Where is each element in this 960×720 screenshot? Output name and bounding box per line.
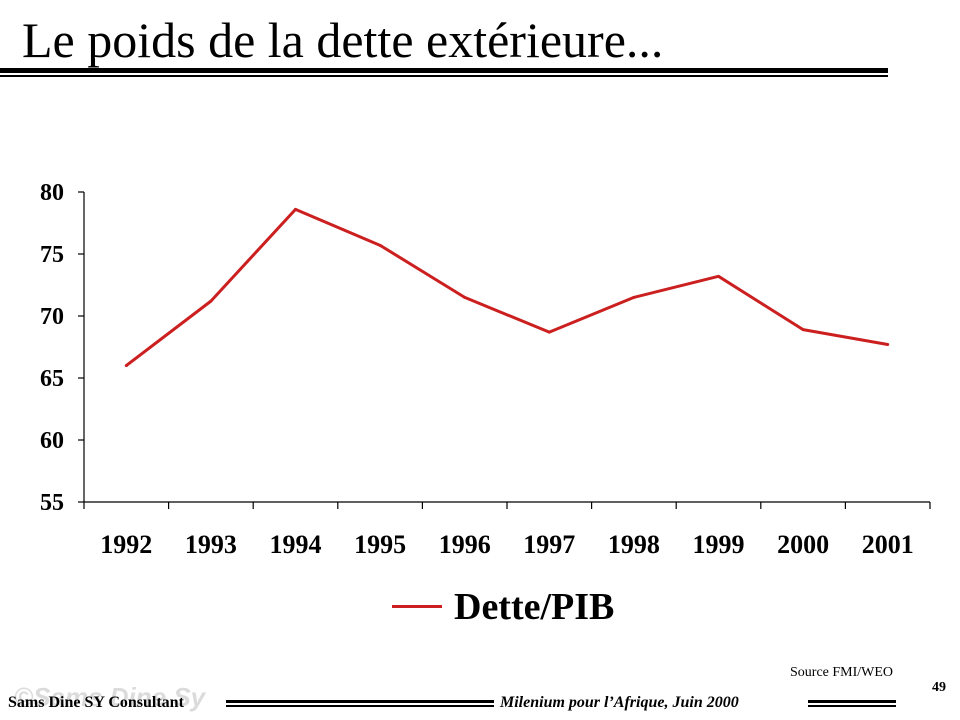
data-point [547,330,551,334]
source-note: Source FMI/WEO [790,665,894,680]
data-point [209,299,213,303]
y-tick-label: 60 [40,428,64,454]
x-tick-label: 2000 [777,530,829,559]
y-tick-label: 75 [40,242,64,268]
footer-author: Sams Dine SY Consultant [8,694,184,711]
title-rule [0,68,888,78]
y-tick-label: 65 [40,366,64,392]
y-tick-label: 55 [40,490,64,516]
data-point [717,274,720,278]
slide-title: Le poids de la dette extérieure... [22,12,664,68]
y-tick-label: 70 [40,304,64,330]
x-tick-label: 1997 [523,530,575,559]
series-line-dette-pib [125,207,888,367]
footer-rule-middle [226,700,494,708]
data-point [632,295,636,299]
x-tick-label: 1994 [270,530,322,559]
legend-series-label: Dette/PIB [454,586,615,628]
legend-series-swatch [392,605,442,608]
x-tick-label: 1999 [693,530,745,559]
y-tick-label: 80 [40,180,64,206]
x-tick-label: 2001 [862,530,914,559]
x-tick-label: 1996 [439,530,491,559]
data-point [124,364,128,368]
x-tick-label: 1995 [354,530,406,559]
x-tick-label: 1992 [100,530,152,559]
data-point [378,243,382,247]
data-point [463,295,467,299]
watermark-logo: ©Sams Dine Sy [14,682,206,712]
page-number: 49 [932,680,946,695]
x-tick-label: 1993 [185,530,237,559]
footer-event: Milenium pour l’Afrique, Juin 2000 [500,694,739,711]
data-point [801,328,805,332]
data-point [294,207,297,211]
x-tick-label: 1998 [608,530,660,559]
footer-rule-right [808,700,896,708]
data-point [886,343,890,347]
